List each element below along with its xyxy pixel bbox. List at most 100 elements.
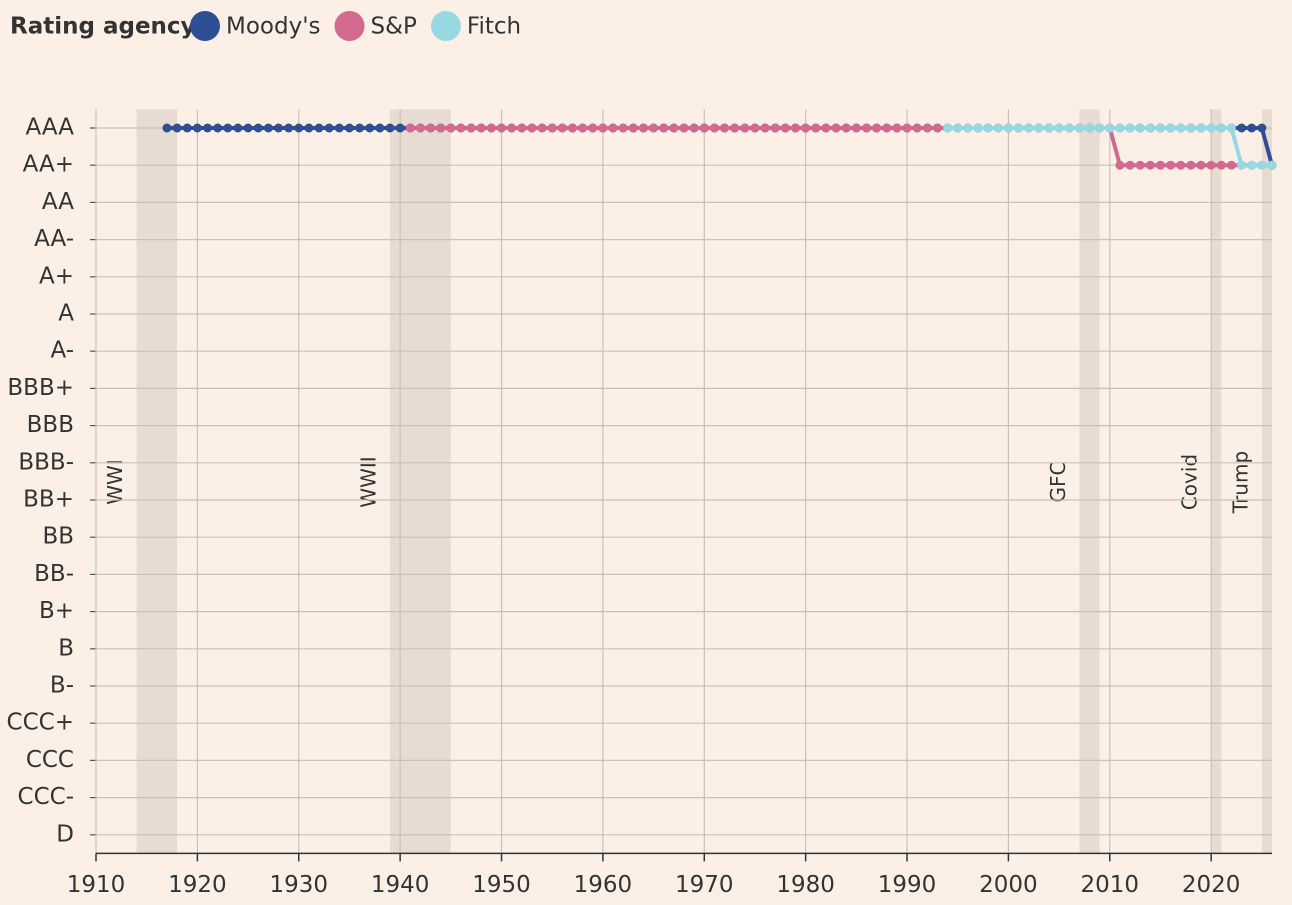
x-tick-label: 1920 [168, 872, 227, 898]
data-point [770, 123, 780, 133]
data-point [476, 123, 486, 133]
data-point [304, 123, 314, 133]
data-point [892, 123, 902, 133]
data-point [953, 123, 963, 133]
y-tick-label: B+ [39, 598, 74, 624]
data-point [284, 123, 294, 133]
y-tick-label: A [58, 301, 74, 327]
data-point [243, 123, 253, 133]
data-point [1206, 160, 1216, 170]
y-tick-label: AA- [34, 226, 74, 252]
data-point [1115, 160, 1125, 170]
y-tick-label: BB [42, 524, 74, 550]
legend-marker [190, 11, 220, 41]
x-tick-label: 1990 [878, 872, 937, 898]
shaded-period [390, 109, 451, 854]
data-point [598, 123, 608, 133]
x-tick-label: 1970 [675, 872, 734, 898]
legend-marker [334, 11, 365, 41]
data-point [365, 123, 375, 133]
data-point [1216, 160, 1226, 170]
data-point [233, 123, 243, 133]
x-tick-label: 1950 [472, 872, 531, 898]
data-point [1226, 123, 1236, 133]
data-point [415, 123, 425, 133]
data-point [1237, 160, 1247, 170]
shaded-period [1079, 109, 1100, 854]
y-tick-label: AA [42, 189, 74, 215]
y-tick-label: CCC- [18, 784, 74, 810]
data-point [1166, 160, 1176, 170]
data-point [1095, 123, 1105, 133]
data-point [1003, 123, 1013, 133]
data-point [649, 123, 659, 133]
data-point [456, 123, 466, 133]
data-point [517, 123, 527, 133]
data-point [578, 123, 588, 133]
data-point [497, 123, 507, 133]
data-point [861, 123, 871, 133]
data-point [973, 123, 983, 133]
data-point [922, 123, 932, 133]
data-point [223, 123, 233, 133]
data-point [932, 123, 942, 133]
data-point [1257, 160, 1267, 170]
data-point [446, 123, 456, 133]
y-tick-label: B- [50, 673, 74, 699]
data-point [507, 123, 517, 133]
data-point [1196, 160, 1206, 170]
data-point [162, 123, 172, 133]
y-tick-label: B [58, 635, 74, 661]
data-point [841, 123, 851, 133]
data-point [294, 123, 304, 133]
legend-label: Fitch [467, 14, 521, 40]
data-point [1155, 160, 1165, 170]
data-point [912, 123, 922, 133]
data-point [1135, 160, 1145, 170]
data-point [689, 123, 699, 133]
x-tick-label: 2000 [979, 872, 1038, 898]
data-point [699, 123, 709, 133]
data-point [811, 123, 821, 133]
data-point [730, 123, 740, 133]
legend-label: S&P [371, 14, 418, 40]
y-tick-label: A- [50, 338, 74, 364]
data-point [344, 123, 354, 133]
data-point [1186, 160, 1196, 170]
data-point [740, 123, 750, 133]
x-tick-label: 2010 [1081, 872, 1140, 898]
data-point [436, 123, 446, 133]
data-point [213, 123, 223, 133]
data-point [801, 123, 811, 133]
data-point [851, 123, 861, 133]
data-point [334, 123, 344, 133]
data-point [659, 123, 669, 133]
shaded-period [136, 109, 178, 854]
data-point [1155, 123, 1165, 133]
data-point [608, 123, 618, 133]
data-point [831, 123, 841, 133]
data-point [1247, 160, 1257, 170]
data-point [1216, 123, 1226, 133]
data-point [1024, 123, 1034, 133]
period-label: WWII [357, 456, 381, 507]
data-point [314, 123, 324, 133]
data-point [720, 123, 730, 133]
data-point [638, 123, 648, 133]
data-point [1125, 160, 1135, 170]
y-tick-label: BBB+ [7, 375, 74, 401]
y-tick-label: AAA [26, 115, 75, 141]
y-tick-label: BBB- [18, 449, 74, 475]
data-point [993, 123, 1003, 133]
data-point [1206, 123, 1216, 133]
data-point [983, 123, 993, 133]
y-tick-label: BB+ [23, 487, 74, 513]
data-point [1186, 123, 1196, 133]
legend-marker [430, 11, 461, 41]
data-point [324, 123, 334, 133]
data-point [1166, 123, 1176, 133]
data-point [385, 123, 395, 133]
data-point [1267, 160, 1277, 170]
data-point [1064, 123, 1074, 133]
